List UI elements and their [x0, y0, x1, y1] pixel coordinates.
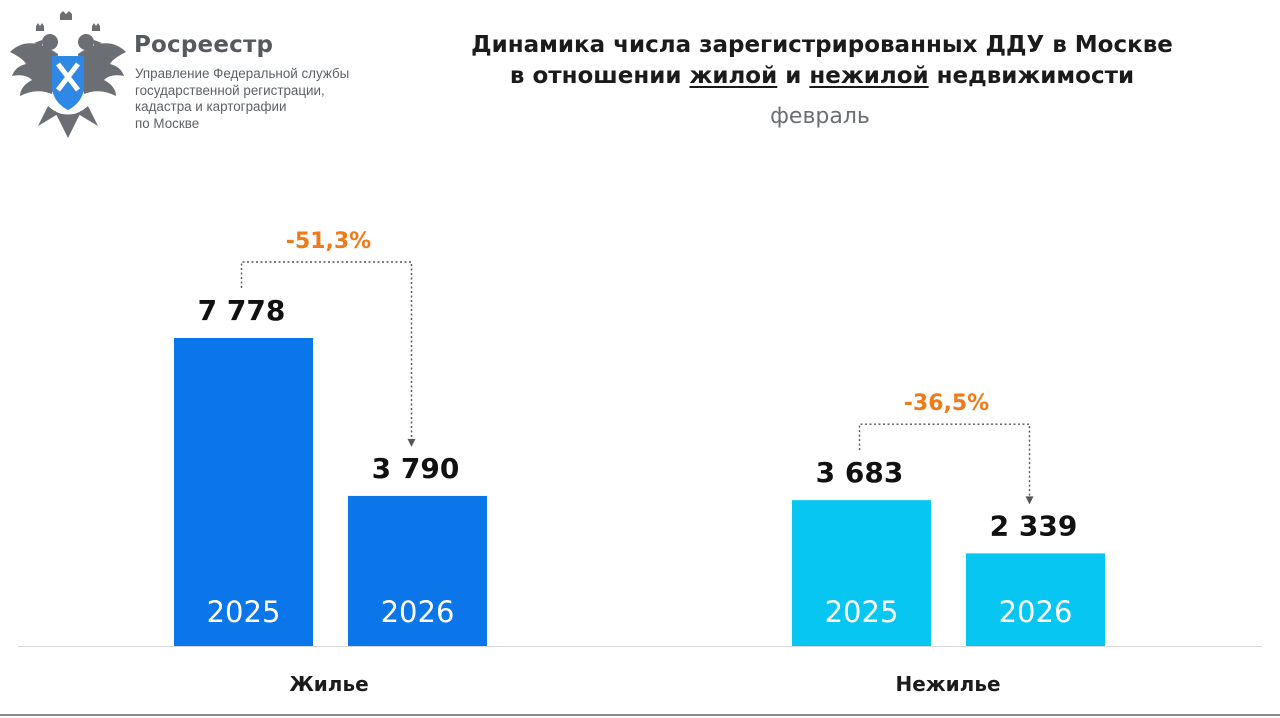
- change-percent-label: -36,5%: [904, 391, 989, 416]
- title-part-pre: в отношении: [509, 63, 690, 89]
- change-arrowhead: [407, 438, 416, 447]
- title-underlined-nonresidential: нежилой: [809, 63, 929, 89]
- category-label: Жилье: [289, 672, 368, 696]
- chart-title-line-1: Динамика числа зарегистрированных ДДУ в …: [471, 32, 1173, 58]
- bar-0-0: [174, 338, 313, 646]
- org-name: Росреестр: [134, 32, 274, 58]
- title-part-mid: и: [777, 63, 810, 89]
- bar-value-label: 3 790: [372, 452, 460, 485]
- chart-subtitle: февраль: [770, 104, 870, 129]
- org-subtitle: Управление Федеральной службы государств…: [135, 66, 350, 131]
- bar-1-1: [966, 553, 1105, 646]
- bar-1-0: [792, 500, 931, 646]
- bar-value-label: 2 339: [990, 509, 1078, 542]
- bar-0-1: [348, 495, 487, 646]
- bar-value-label: 3 683: [816, 456, 904, 489]
- bottom-divider: [0, 714, 1280, 716]
- bar-year-label: 2025: [207, 595, 281, 629]
- chart-title-line-2: в отношении жилой и нежилой недвижимости: [400, 61, 1244, 92]
- bar-year-label: 2026: [999, 595, 1073, 629]
- bar-year-label: 2025: [825, 595, 899, 629]
- category-label: Нежилье: [895, 672, 1000, 696]
- double-headed-eagle-emblem-icon: [10, 11, 126, 138]
- title-underlined-residential: жилой: [689, 63, 778, 89]
- title-part-post: недвижимости: [928, 63, 1135, 89]
- change-connector: [858, 423, 1031, 502]
- change-percent-label: -51,3%: [286, 229, 371, 254]
- change-arrowhead: [1025, 496, 1034, 505]
- bar-value-label: 7 778: [198, 294, 286, 327]
- chart-title: Динамика числа зарегистрированных ДДУ в …: [400, 30, 1244, 92]
- bar-year-label: 2026: [381, 595, 455, 629]
